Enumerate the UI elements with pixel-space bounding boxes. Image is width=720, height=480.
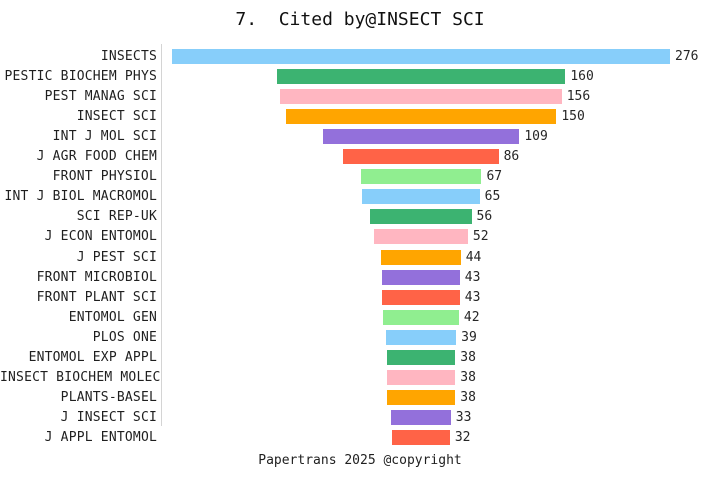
funnel-bar <box>343 149 499 164</box>
category-label: INSECT BIOCHEM MOLEC <box>0 370 161 385</box>
category-label: INSECTS <box>100 49 157 64</box>
value-label: 67 <box>486 169 503 184</box>
funnel-bar <box>382 270 460 285</box>
funnel-bar <box>391 410 451 425</box>
funnel-bar <box>172 49 670 64</box>
category-label: PLANTS-BASEL <box>60 390 157 405</box>
funnel-bar <box>362 189 480 204</box>
funnel-bar <box>360 169 482 184</box>
value-label: 65 <box>484 189 501 204</box>
funnel-bar <box>385 330 457 345</box>
value-label: 44 <box>465 250 482 265</box>
category-label: ENTOMOL EXP APPL <box>28 350 157 365</box>
value-label: 38 <box>460 390 476 405</box>
funnel-bar <box>374 229 468 244</box>
value-label: 32 <box>454 430 471 445</box>
category-label: FRONT MICROBIOL <box>36 270 157 285</box>
category-label: INSECT SCI <box>76 109 157 124</box>
value-label: 109 <box>524 129 548 144</box>
value-label: 43 <box>464 270 481 285</box>
y-axis-line <box>161 44 162 426</box>
funnel-bar <box>322 129 520 144</box>
category-label: SCI REP-UK <box>76 209 157 224</box>
value-label: 86 <box>503 149 520 164</box>
value-label: 39 <box>461 330 477 345</box>
category-label: ENTOMOL GEN <box>68 310 157 325</box>
funnel-bar <box>382 290 460 305</box>
category-label: J APPL ENTOMOL <box>44 430 157 445</box>
category-label: PLOS ONE <box>92 330 157 345</box>
copyright-text: Papertrans 2025 @copyright <box>258 453 462 468</box>
funnel-bar <box>386 390 456 405</box>
value-label: 52 <box>472 229 489 244</box>
value-label: 276 <box>675 49 699 64</box>
funnel-bar <box>392 430 450 445</box>
value-label: 38 <box>460 350 476 365</box>
funnel-bar <box>386 370 456 385</box>
value-label: 43 <box>464 290 481 305</box>
value-label: 56 <box>476 209 493 224</box>
category-label: PEST MANAG SCI <box>44 89 157 104</box>
funnel-bar <box>370 209 472 224</box>
category-label: J ECON ENTOMOL <box>44 229 157 244</box>
category-label: PESTIC BIOCHEM PHYS <box>4 69 157 84</box>
value-label: 150 <box>561 109 585 124</box>
funnel-bar <box>386 350 456 365</box>
value-label: 38 <box>460 370 476 385</box>
funnel-bar <box>381 250 461 265</box>
value-label: 160 <box>570 69 594 84</box>
funnel-bar <box>276 69 566 84</box>
funnel-bar <box>280 89 562 104</box>
funnel-bar <box>383 310 459 325</box>
chart-title: 7. Cited by@INSECT SCI <box>235 9 485 30</box>
value-label: 42 <box>463 310 480 325</box>
funnel-bar <box>285 109 557 124</box>
category-label: J AGR FOOD CHEM <box>36 149 157 164</box>
category-label: FRONT PHYSIOL <box>52 169 157 184</box>
category-label: J INSECT SCI <box>60 410 157 425</box>
category-label: INT J BIOL MACROMOL <box>4 189 157 204</box>
category-label: FRONT PLANT SCI <box>36 290 157 305</box>
category-label: J PEST SCI <box>76 250 157 265</box>
category-label: INT J MOL SCI <box>52 129 157 144</box>
value-label: 156 <box>566 89 591 104</box>
value-label: 33 <box>455 410 472 425</box>
